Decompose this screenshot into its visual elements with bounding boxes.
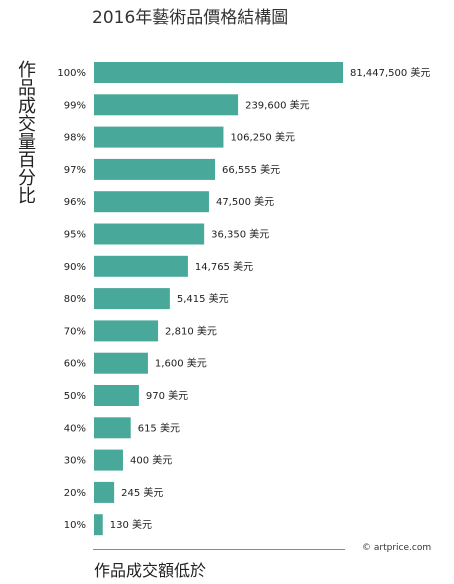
value-label: 239,600 美元 [245,98,310,111]
value-label: 14,765 美元 [195,260,253,273]
bar [94,126,224,148]
category-label: 20% [64,488,86,499]
bar [94,320,159,342]
chart-title: 2016年藝術品價格結構圖 [92,8,289,28]
category-label: 70% [64,326,86,337]
x-axis-label: 作品成交額低於 [94,561,207,580]
category-label: 98% [64,133,86,144]
bar [94,158,216,180]
bar [94,94,239,116]
bar [94,255,188,277]
bar [94,191,209,213]
value-label: 47,500 美元 [216,195,274,208]
category-label: 30% [64,456,86,467]
bar [94,417,131,439]
value-label: 245 美元 [121,486,163,499]
category-label: 80% [64,294,86,305]
category-label: 97% [64,165,86,176]
category-label: 90% [64,262,86,273]
category-label: 10% [64,520,86,531]
category-label: 40% [64,423,86,434]
value-label: 1,600 美元 [155,357,207,370]
category-label: 99% [64,100,86,111]
credit-text: © artprice.com [362,543,432,553]
bar [94,352,148,374]
value-label: 615 美元 [138,421,180,434]
value-label: 66,555 美元 [222,163,280,176]
bar [94,514,103,536]
value-label: 970 美元 [146,389,188,402]
bar [94,62,343,83]
bar [94,385,139,406]
value-label: 130 美元 [110,518,152,531]
category-label: 60% [64,359,86,370]
bar [94,481,115,503]
bar [94,449,123,471]
category-label: 96% [64,197,86,208]
value-label: 81,447,500 美元 [350,66,430,79]
bar [94,223,205,245]
value-label: 36,350 美元 [211,228,269,241]
y-axis-label: 作品成交量百分比 [15,60,36,204]
category-label: 50% [64,391,86,402]
category-label: 95% [64,230,86,241]
value-label: 400 美元 [130,454,172,467]
category-label: 100% [57,68,86,79]
bar [94,288,170,310]
value-label: 2,810 美元 [165,324,217,337]
value-label: 106,250 美元 [230,131,295,144]
value-label: 5,415 美元 [177,292,229,305]
